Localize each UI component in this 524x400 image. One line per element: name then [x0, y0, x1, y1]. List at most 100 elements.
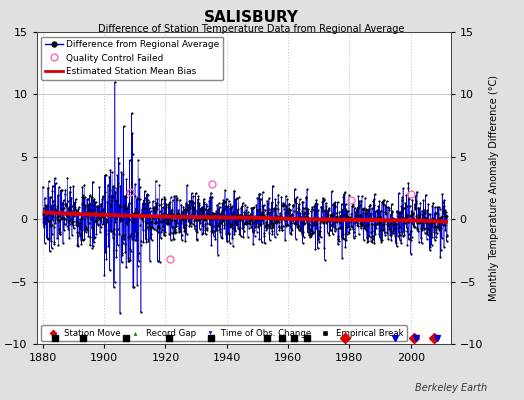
Point: [101, 172, 109, 179]
Point: [307, 208, 315, 214]
Point: [124, 202, 133, 209]
Point: [61, 216, 69, 223]
Point: [239, 234, 248, 240]
Point: [314, 236, 322, 242]
Point: [303, 186, 311, 192]
Point: [245, 225, 253, 231]
Point: [298, 199, 307, 205]
Point: [365, 203, 374, 209]
Point: [387, 237, 395, 244]
Point: [184, 206, 192, 212]
Point: [346, 215, 355, 222]
Point: [203, 225, 211, 231]
Point: [228, 203, 237, 210]
Point: [199, 209, 207, 215]
Point: [259, 209, 268, 216]
Point: [130, 237, 139, 244]
Point: [121, 192, 129, 199]
Point: [373, 215, 381, 221]
Point: [89, 243, 97, 249]
Point: [85, 192, 94, 198]
Point: [149, 215, 157, 221]
Point: [321, 215, 330, 222]
Point: [291, 198, 299, 204]
Point: [308, 206, 316, 212]
Point: [194, 193, 203, 199]
Point: [45, 235, 53, 241]
Point: [189, 206, 198, 213]
Point: [283, 206, 292, 212]
Point: [309, 230, 318, 236]
Point: [162, 221, 171, 228]
Point: [64, 219, 72, 226]
Point: [246, 216, 254, 222]
Point: [307, 226, 315, 232]
Point: [292, 200, 300, 206]
Point: [88, 245, 96, 252]
Point: [89, 178, 97, 185]
Point: [78, 194, 86, 200]
Point: [48, 182, 57, 189]
Point: [421, 192, 430, 198]
Point: [277, 217, 285, 223]
Point: [314, 228, 323, 234]
Point: [265, 195, 273, 202]
Point: [174, 207, 182, 213]
Point: [318, 214, 326, 220]
Point: [174, 212, 182, 218]
Point: [280, 202, 288, 208]
Point: [362, 210, 370, 216]
Point: [279, 202, 288, 208]
Point: [388, 208, 396, 214]
Point: [101, 212, 109, 218]
Point: [353, 206, 362, 212]
Point: [405, 185, 413, 192]
Point: [280, 210, 289, 216]
Point: [236, 214, 245, 221]
Point: [61, 200, 70, 207]
Point: [320, 245, 329, 252]
Point: [43, 236, 52, 242]
Point: [243, 220, 251, 226]
Point: [288, 215, 297, 221]
Point: [173, 197, 181, 203]
Point: [274, 198, 282, 205]
Point: [49, 198, 57, 204]
Point: [247, 212, 255, 218]
Point: [187, 222, 195, 229]
Point: [62, 200, 70, 207]
Point: [136, 242, 145, 249]
Point: [440, 222, 449, 228]
Point: [264, 209, 272, 216]
Point: [256, 222, 264, 228]
Point: [420, 207, 429, 213]
Point: [193, 208, 201, 214]
Point: [210, 210, 219, 216]
Point: [344, 214, 352, 220]
Point: [334, 225, 343, 231]
Point: [286, 230, 294, 236]
Point: [110, 226, 118, 232]
Point: [103, 218, 112, 224]
Point: [233, 195, 241, 201]
Point: [73, 208, 81, 214]
Point: [311, 221, 319, 227]
Point: [328, 188, 336, 194]
Point: [239, 214, 248, 221]
Text: Difference of Station Temperature Data from Regional Average: Difference of Station Temperature Data f…: [99, 24, 405, 34]
Point: [122, 176, 130, 182]
Point: [85, 210, 94, 216]
Point: [432, 234, 440, 240]
Point: [168, 207, 176, 213]
Point: [50, 224, 58, 230]
Point: [336, 224, 344, 231]
Point: [389, 229, 397, 236]
Point: [292, 221, 300, 227]
Point: [225, 215, 233, 222]
Point: [405, 236, 413, 242]
Point: [198, 205, 206, 212]
Point: [121, 241, 129, 247]
Point: [183, 182, 191, 188]
Point: [257, 216, 266, 222]
Point: [392, 243, 401, 249]
